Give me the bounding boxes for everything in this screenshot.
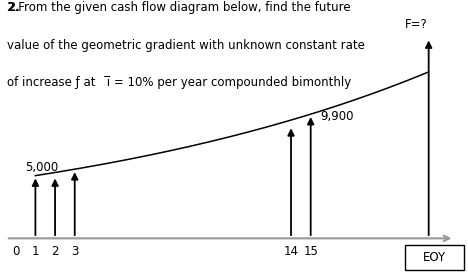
Text: EOY: EOY: [423, 251, 446, 264]
Text: 14: 14: [284, 245, 299, 258]
Bar: [405, 245, 464, 270]
Text: 21: 21: [421, 245, 436, 258]
Text: 0: 0: [12, 245, 19, 258]
Text: 1: 1: [32, 245, 39, 258]
Text: value of the geometric gradient with unknown constant rate: value of the geometric gradient with unk…: [7, 39, 365, 52]
Text: of increase ƒ at   i̅ = 10% per year compounded bimonthly: of increase ƒ at i̅ = 10% per year compo…: [7, 76, 351, 89]
Text: 2.: 2.: [7, 1, 20, 14]
Text: 3: 3: [71, 245, 79, 258]
Text: 5,000: 5,000: [26, 161, 59, 174]
Text: 15: 15: [303, 245, 318, 258]
Text: 2: 2: [51, 245, 59, 258]
Text: F=?: F=?: [405, 18, 428, 31]
Text: 9,900: 9,900: [321, 110, 354, 123]
Text: 2.From the given cash flow diagram below, find the future: 2.From the given cash flow diagram below…: [7, 1, 351, 14]
